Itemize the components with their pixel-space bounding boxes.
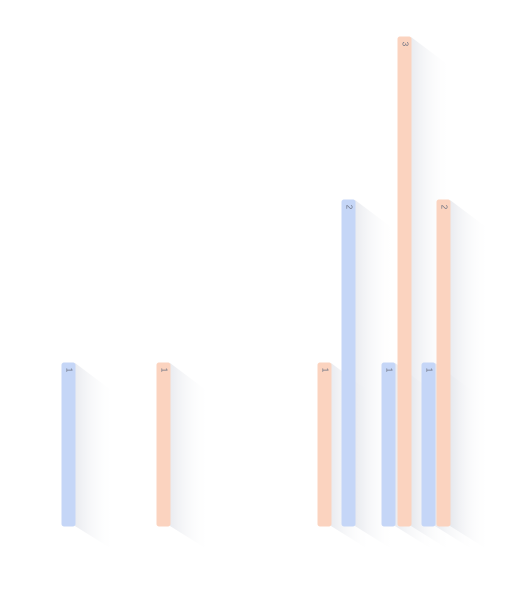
bar-shadow: [450, 200, 490, 551]
value-label: 1: [320, 368, 329, 373]
bar: [317, 362, 332, 527]
bar: [381, 362, 396, 527]
bar: [436, 199, 451, 527]
value-label: 3: [400, 42, 409, 47]
bar: [61, 362, 76, 527]
value-label: 2: [344, 205, 353, 210]
value-label: 1: [64, 368, 73, 373]
bar-shadow: [75, 363, 115, 551]
bar: [341, 199, 356, 527]
value-label: 1: [384, 368, 393, 373]
value-label: 2: [439, 205, 448, 210]
bars: 1 1 1 2 1 3 1 2: [61, 36, 451, 527]
value-label: 1: [424, 368, 433, 373]
bar: [397, 36, 412, 527]
bar: [421, 362, 436, 527]
bar-shadow: [170, 363, 210, 551]
bar: [156, 362, 171, 527]
value-label: 1: [159, 368, 168, 373]
